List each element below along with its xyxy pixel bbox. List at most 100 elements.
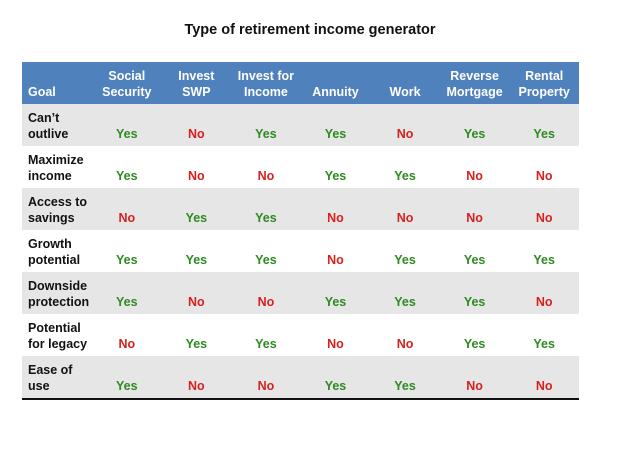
value-cell: Yes <box>255 253 277 267</box>
header-label-line: Invest <box>178 69 215 83</box>
value-cell: No <box>466 169 483 183</box>
header-label-line: Property <box>518 85 570 99</box>
value-cell: No <box>535 379 553 393</box>
value-cell: No <box>396 337 414 351</box>
header-reverse-mortgage: Reverse Mortgage <box>440 62 510 104</box>
table-row: Can’t outlive Yes No Yes Yes No Yes Yes <box>22 104 579 146</box>
value-cell: Yes <box>116 295 138 309</box>
value-cell: Yes <box>463 295 486 309</box>
table-row: Downside protection Yes No No Yes Yes Yes No <box>22 272 579 314</box>
value-cell: No <box>257 169 275 183</box>
value-cell: Yes <box>255 127 277 141</box>
header-invest-for-income: Invest for Income <box>231 62 301 104</box>
value-cell: Yes <box>185 253 208 267</box>
value-cell: Yes <box>255 337 277 351</box>
value-cell: No <box>257 379 275 393</box>
header-label-line: Income <box>244 85 288 99</box>
goal-label-line: potential <box>28 253 81 267</box>
table-bottom-rule <box>22 398 579 400</box>
value-cell: Yes <box>116 253 138 267</box>
value-cell: Yes <box>116 127 138 141</box>
header-label-line: Social <box>108 69 146 83</box>
value-cell: No <box>188 379 205 393</box>
goal-label-line: Growth <box>28 237 72 251</box>
goal-label-line: Maximize <box>28 153 84 167</box>
value-cell: No <box>535 211 553 225</box>
header-invest-swp: Invest SWP <box>162 62 232 104</box>
value-cell: No <box>188 295 205 309</box>
value-cell: No <box>327 211 344 225</box>
goal-cell: Can’t outlive <box>22 104 92 146</box>
goal-cell: Access to savings <box>22 188 92 230</box>
value-cell: No <box>466 379 483 393</box>
goal-label-line: Ease of <box>28 363 73 377</box>
value-cell: Yes <box>394 295 416 309</box>
value-cell: No <box>327 337 344 351</box>
table-row: Access to savings No Yes Yes No No No No <box>22 188 579 230</box>
header-work: Work <box>370 62 440 104</box>
header-social-security: Social Security <box>92 62 162 104</box>
table-body: Can’t outlive Yes No Yes Yes No Yes Yes Maximize i… <box>22 104 579 398</box>
value-cell: Yes <box>185 211 208 225</box>
value-cell: No <box>188 169 205 183</box>
header-label-line: Rental <box>525 69 564 83</box>
value-cell: Yes <box>116 379 138 393</box>
value-cell: Yes <box>324 127 347 141</box>
header-row: Goal Social Security Invest SWP Invest for In… <box>22 62 579 104</box>
value-cell: No <box>327 253 344 267</box>
value-cell: Yes <box>463 253 486 267</box>
value-cell: Yes <box>116 169 138 183</box>
header-label-line: SWP <box>182 85 211 99</box>
value-cell: Yes <box>185 337 208 351</box>
header-annuity: Annuity <box>301 62 371 104</box>
goal-cell: Growth potential <box>22 230 92 272</box>
goal-label-line: protection <box>28 295 90 309</box>
value-cell: Yes <box>463 127 486 141</box>
value-cell: No <box>396 127 414 141</box>
table-row: Potential for legacy No Yes Yes No No Yes Yes <box>22 314 579 356</box>
goal-label-line: use <box>28 379 50 393</box>
value-cell: No <box>466 211 483 225</box>
value-cell: No <box>535 295 553 309</box>
header-label-line: Reverse <box>450 69 499 83</box>
value-cell: No <box>535 169 553 183</box>
value-cell: Yes <box>463 337 486 351</box>
header-label-line: Security <box>102 85 152 99</box>
header-goal: Goal <box>28 85 56 99</box>
value-cell: No <box>118 211 136 225</box>
value-cell: Yes <box>394 169 416 183</box>
comparison-table: Goal Social Security Invest SWP Invest for In… <box>22 62 579 398</box>
goal-label-line: for legacy <box>28 337 88 351</box>
goal-cell: Maximize income <box>22 146 92 188</box>
table-row: Ease of use Yes No No Yes Yes No No <box>22 356 579 398</box>
value-cell: No <box>118 337 136 351</box>
header-label-line: Work <box>389 85 421 99</box>
table-header: Goal Social Security Invest SWP Invest for In… <box>22 62 579 104</box>
goal-label-line: savings <box>28 211 75 225</box>
table-row: Maximize income Yes No No Yes Yes No No <box>22 146 579 188</box>
goal-cell: Potential for legacy <box>22 314 92 356</box>
value-cell: Yes <box>533 127 555 141</box>
value-cell: No <box>396 211 414 225</box>
value-cell: Yes <box>255 211 277 225</box>
goal-label-line: Access to <box>28 195 88 209</box>
value-cell: Yes <box>324 379 347 393</box>
table-row: Growth potential Yes Yes Yes No Yes Yes Yes <box>22 230 579 272</box>
value-cell: No <box>188 127 205 141</box>
goal-label-line: Downside <box>28 279 88 293</box>
value-cell: Yes <box>533 253 555 267</box>
header-label-line: Mortgage <box>446 85 503 99</box>
value-cell: Yes <box>394 253 416 267</box>
value-cell: No <box>257 295 275 309</box>
value-cell: Yes <box>324 169 347 183</box>
goal-label-line: income <box>28 169 72 183</box>
goal-cell: Downside protection <box>22 272 92 314</box>
chart-title: Type of retirement income generator <box>184 22 436 38</box>
goal-label-line: Can’t <box>28 111 60 125</box>
value-cell: Yes <box>394 379 416 393</box>
goal-label-line: Potential <box>28 321 81 335</box>
header-label-line: Annuity <box>312 85 359 99</box>
value-cell: Yes <box>533 337 555 351</box>
value-cell: Yes <box>324 295 347 309</box>
header-label-line: Invest for <box>237 69 295 83</box>
